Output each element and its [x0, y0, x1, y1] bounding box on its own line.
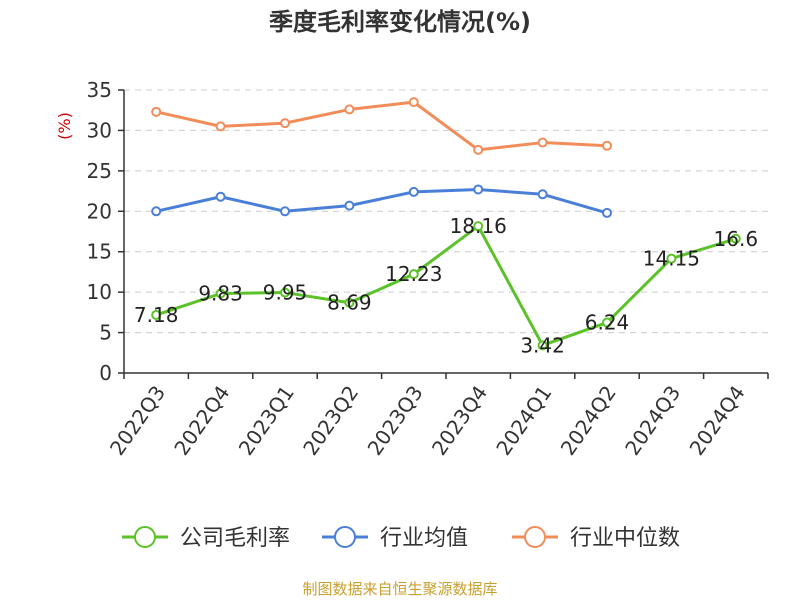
y-axis-label: (%)	[55, 112, 74, 140]
data-label: 6.24	[585, 311, 630, 335]
x-tick-label: 2022Q4	[169, 381, 234, 460]
data-label: 18.16	[450, 214, 507, 238]
data-point	[280, 118, 290, 129]
chart-title: 季度毛利率变化情况(%)	[269, 8, 531, 36]
data-point	[408, 186, 419, 197]
legend-label: 行业均值	[380, 526, 468, 551]
y-tick-label: 15	[87, 240, 112, 264]
data-label: 9.83	[198, 282, 243, 306]
x-tick-label: 2024Q4	[685, 381, 750, 460]
data-point	[408, 269, 419, 280]
data-point	[151, 309, 162, 320]
data-point	[215, 191, 226, 202]
data-point	[215, 121, 226, 132]
legend-swatch-marker	[334, 526, 356, 548]
data-point	[473, 221, 484, 232]
data-point	[730, 233, 741, 244]
data-point	[151, 206, 162, 217]
data-point	[344, 104, 355, 115]
data-point	[602, 207, 612, 218]
data-point	[151, 106, 162, 117]
data-point	[602, 140, 612, 151]
data-point	[215, 288, 226, 299]
data-point	[537, 189, 548, 200]
y-tick-label: 35	[87, 78, 112, 102]
y-tick-label: 25	[87, 159, 112, 183]
data-label-layer: 7.18 9.83 9.95 8.69 12.23 18.16 3.42 6.24 14.15 1…	[134, 214, 758, 357]
x-tick-label: 2024Q3	[620, 381, 685, 460]
x-tick-label: 2023Q1	[234, 381, 299, 460]
series-line	[155, 100, 608, 152]
legend-label: 行业中位数	[570, 526, 680, 551]
data-label: 7.18	[134, 303, 179, 327]
series-line	[155, 224, 737, 347]
data-point	[280, 206, 290, 217]
data-label: 12.23	[385, 262, 442, 286]
series-layer	[151, 97, 741, 351]
data-point	[473, 184, 484, 195]
x-tick-label: 2022Q3	[105, 381, 170, 460]
data-label: 8.69	[327, 291, 372, 315]
x-tick-label: 2023Q4	[427, 381, 492, 460]
data-label: 3.42	[520, 333, 565, 357]
legend: 公司毛利率 行业均值 行业中位数	[122, 526, 680, 551]
x-tick-label: 2023Q3	[363, 381, 428, 460]
y-tick-label: 30	[87, 118, 112, 142]
y-tick-label: 20	[87, 199, 112, 223]
source-note: 制图数据来自恒生聚源数据库	[302, 580, 497, 598]
data-label: 14.15	[643, 247, 700, 271]
x-tick-label: 2023Q2	[298, 381, 363, 460]
data-point	[602, 317, 612, 328]
data-point	[666, 253, 677, 264]
x-tick-label: 2024Q1	[491, 381, 556, 460]
data-point	[408, 97, 419, 108]
series-line	[155, 187, 608, 215]
data-point	[344, 297, 355, 308]
data-point	[344, 200, 355, 211]
data-point	[280, 287, 290, 298]
data-point	[537, 340, 548, 351]
x-tick-label: 2024Q2	[556, 381, 621, 460]
legend-swatch-marker	[524, 526, 546, 548]
data-label: 9.95	[263, 281, 308, 305]
data-label: 16.6	[714, 227, 759, 251]
legend-swatch-marker	[134, 526, 156, 548]
legend-label: 公司毛利率	[180, 526, 290, 551]
y-tick-label: 10	[87, 280, 112, 304]
y-tick-label: 0	[99, 361, 112, 385]
data-point	[473, 144, 484, 155]
data-point	[537, 137, 548, 148]
y-tick-label: 5	[99, 321, 112, 345]
